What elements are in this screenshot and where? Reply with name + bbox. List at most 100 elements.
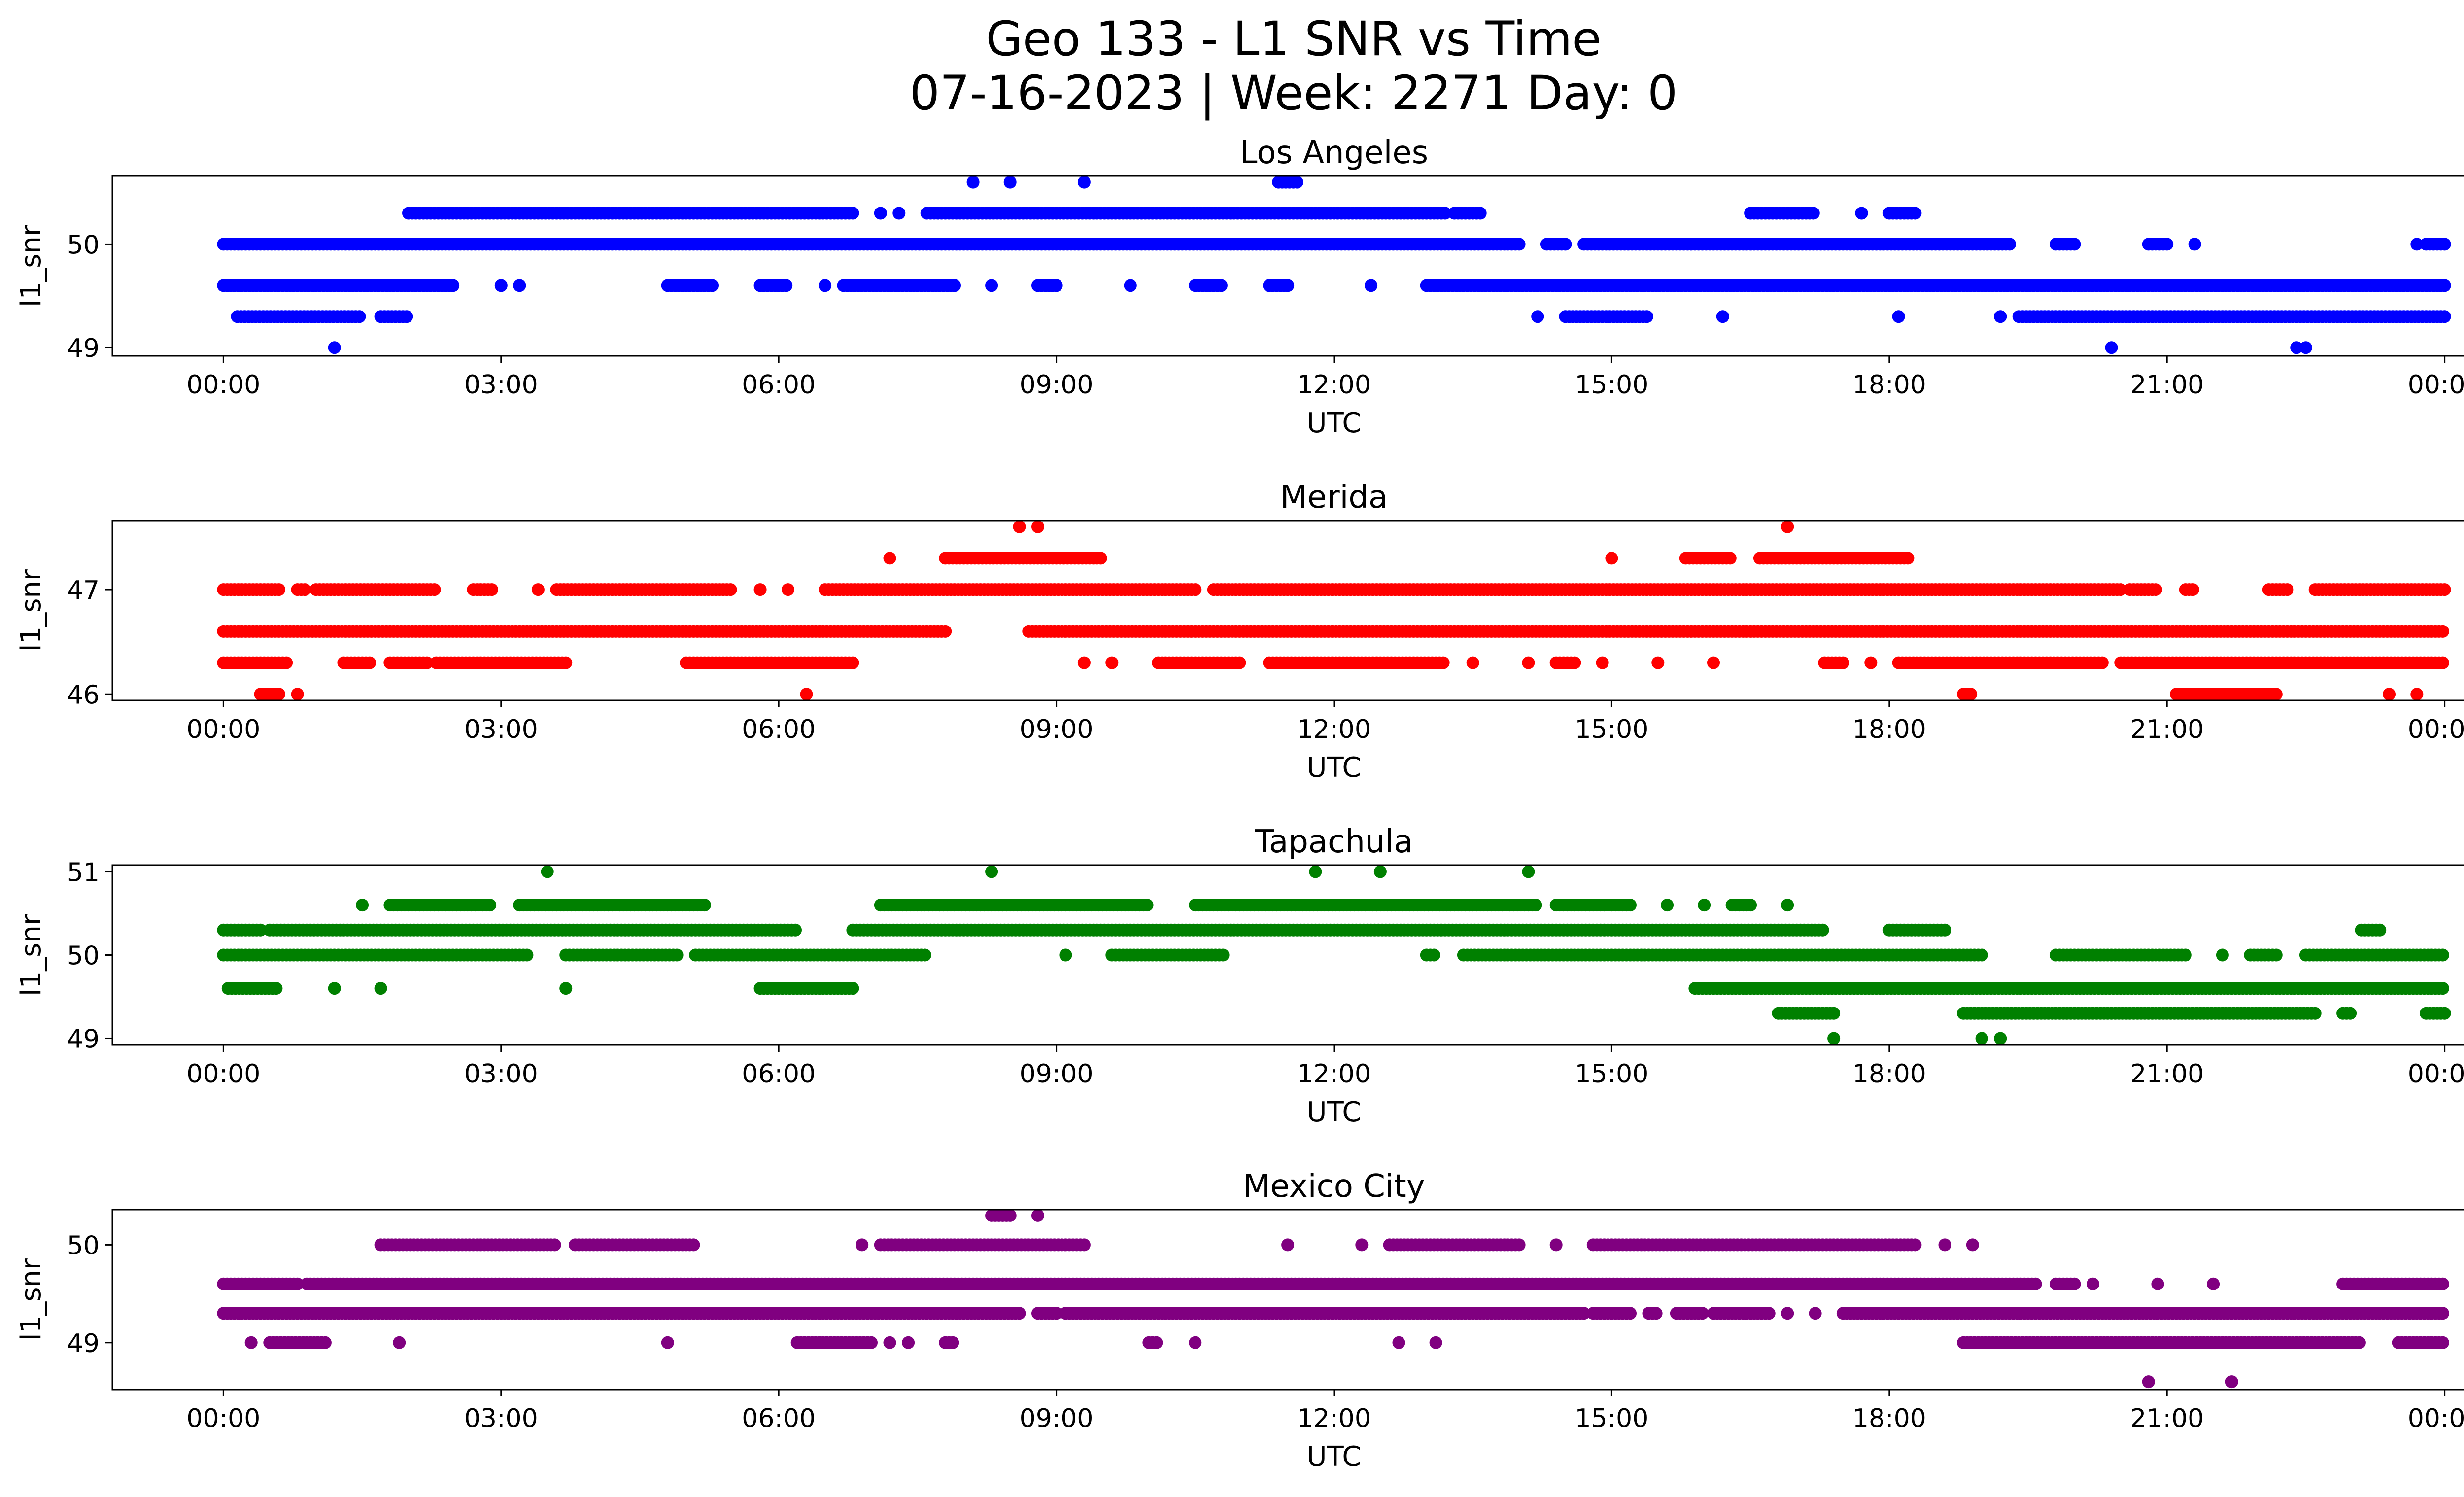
data-point <box>1124 279 1137 292</box>
data-point <box>356 899 369 911</box>
data-point <box>1624 899 1637 911</box>
data-point <box>1309 866 1322 878</box>
x-tick-label: 15:00 <box>1574 370 1648 400</box>
data-point <box>2105 341 2118 354</box>
data-point <box>363 657 376 669</box>
data-point <box>671 949 684 962</box>
data-point <box>1909 207 1921 220</box>
data-point <box>1716 310 1729 323</box>
data-point <box>939 625 952 638</box>
data-point <box>948 279 961 292</box>
x-tick-label: 00:00 <box>186 715 260 744</box>
data-point <box>1150 1336 1163 1349</box>
data-point <box>1781 521 1794 533</box>
data-point <box>2436 982 2449 995</box>
data-point <box>1281 279 1294 292</box>
data-point <box>902 1336 915 1349</box>
data-point <box>985 866 998 878</box>
data-point <box>291 688 304 700</box>
data-point <box>1661 899 1674 911</box>
data-point <box>1004 176 1017 189</box>
data-point <box>483 899 496 911</box>
data-point <box>280 657 293 669</box>
data-point <box>375 982 387 995</box>
data-point <box>2003 238 2016 250</box>
x-tick-label: 06:00 <box>742 1059 816 1089</box>
y-axis-label: l1_snr <box>15 224 47 307</box>
data-point <box>513 279 526 292</box>
data-point <box>1827 1032 1840 1045</box>
x-tick-label: 09:00 <box>1020 715 1094 744</box>
data-point <box>1141 899 1154 911</box>
data-point <box>1031 521 1044 533</box>
x-tick-label: 21:00 <box>2130 715 2204 744</box>
data-point <box>270 982 282 995</box>
y-tick-label: 49 <box>67 1024 100 1054</box>
data-point <box>1855 207 1868 220</box>
data-point <box>1781 899 1794 911</box>
data-point <box>1724 552 1737 564</box>
data-point <box>2187 583 2199 596</box>
data-point <box>446 279 459 292</box>
data-point <box>2383 688 2396 700</box>
data-point <box>1707 657 1720 669</box>
data-point <box>2436 657 2449 669</box>
data-point <box>1217 949 1230 962</box>
x-tick-label: 09:00 <box>1020 1059 1094 1089</box>
data-point <box>393 1336 406 1349</box>
data-point <box>884 1336 896 1349</box>
data-point <box>2299 341 2312 354</box>
data-point <box>1976 949 1988 962</box>
y-tick-label: 47 <box>67 576 100 605</box>
x-tick-label: 03:00 <box>464 1059 538 1089</box>
data-point <box>724 583 737 596</box>
data-point <box>698 899 711 911</box>
data-point <box>245 1336 258 1349</box>
data-point <box>819 279 831 292</box>
y-tick-label: 50 <box>67 230 100 260</box>
data-point <box>1522 657 1535 669</box>
data-point <box>946 1336 959 1349</box>
x-tick-label: 12:00 <box>1297 370 1371 400</box>
data-point <box>2160 238 2173 250</box>
data-point <box>319 1336 332 1349</box>
data-point <box>1522 866 1535 878</box>
data-point <box>2150 583 2162 596</box>
data-point <box>559 982 572 995</box>
x-axis-label: UTC <box>1306 407 1361 439</box>
data-point <box>1559 238 1572 250</box>
x-tick-label: 12:00 <box>1297 1059 1371 1089</box>
data-point <box>2270 688 2283 700</box>
data-point <box>846 657 859 669</box>
data-point <box>1513 238 1526 250</box>
x-tick-label: 00:00 <box>186 370 260 400</box>
data-point <box>485 583 498 596</box>
data-point <box>1994 1032 2007 1045</box>
data-point <box>1651 657 1664 669</box>
data-point <box>1827 1007 1840 1020</box>
y-tick-label: 50 <box>67 941 100 971</box>
data-point <box>2225 1375 2238 1388</box>
x-tick-label: 06:00 <box>742 715 816 744</box>
data-point <box>1437 657 1450 669</box>
data-point <box>428 583 441 596</box>
data-point <box>2436 1336 2449 1349</box>
data-point <box>1596 657 1609 669</box>
data-point <box>1531 310 1544 323</box>
data-point <box>661 1336 674 1349</box>
data-point <box>1474 207 1487 220</box>
data-point <box>1864 657 1877 669</box>
data-point <box>1901 552 1914 564</box>
x-axis-label: UTC <box>1306 1096 1361 1128</box>
data-point <box>2438 583 2451 596</box>
data-point <box>532 583 545 596</box>
x-tick-label: 15:00 <box>1574 1059 1648 1089</box>
data-point <box>706 279 719 292</box>
x-tick-label: 18:00 <box>1852 370 1926 400</box>
figure-title-line1: Geo 133 - L1 SNR vs Time <box>986 11 1602 67</box>
x-tick-label: 18:00 <box>1852 715 1926 744</box>
data-point <box>789 924 802 937</box>
data-point <box>1393 1336 1405 1349</box>
